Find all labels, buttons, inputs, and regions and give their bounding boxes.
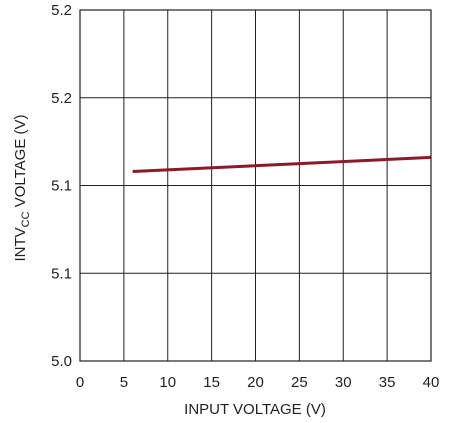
x-tick-label: 15 (203, 374, 220, 391)
x-tick-label: 40 (423, 374, 440, 391)
y-tick-label: 5.0 (51, 353, 72, 370)
y-axis-label-rest: VOLTAGE (V) (12, 114, 29, 211)
x-tick-label: 35 (379, 374, 396, 391)
y-axis-label-subscript: CC (20, 211, 32, 227)
series-layer (132, 155, 432, 173)
x-tick-label: 30 (335, 374, 352, 391)
y-tick-label: 5.2 (51, 90, 72, 107)
y-axis-label: INTVCC VOLTAGE (V) (12, 114, 32, 261)
x-axis-ticks: 0 5 10 15 20 25 30 35 40 (76, 374, 440, 391)
plot-frame (79, 9, 432, 362)
y-tick-label: 5.1 (51, 178, 72, 195)
x-tick-label: 5 (120, 374, 128, 391)
y-axis-ticks: 5.0 5.1 5.1 5.2 5.2 (51, 2, 72, 370)
y-axis-label-main: INTV (12, 227, 29, 261)
series-line (132, 155, 432, 173)
grid (79, 9, 432, 362)
x-tick-label: 0 (76, 374, 84, 391)
x-tick-label: 10 (159, 374, 176, 391)
y-tick-label: 5.2 (51, 2, 72, 19)
x-tick-label: 25 (291, 374, 308, 391)
x-axis-label: INPUT VOLTAGE (V) (184, 401, 326, 418)
x-tick-label: 20 (247, 374, 264, 391)
y-tick-label: 5.1 (51, 265, 72, 282)
